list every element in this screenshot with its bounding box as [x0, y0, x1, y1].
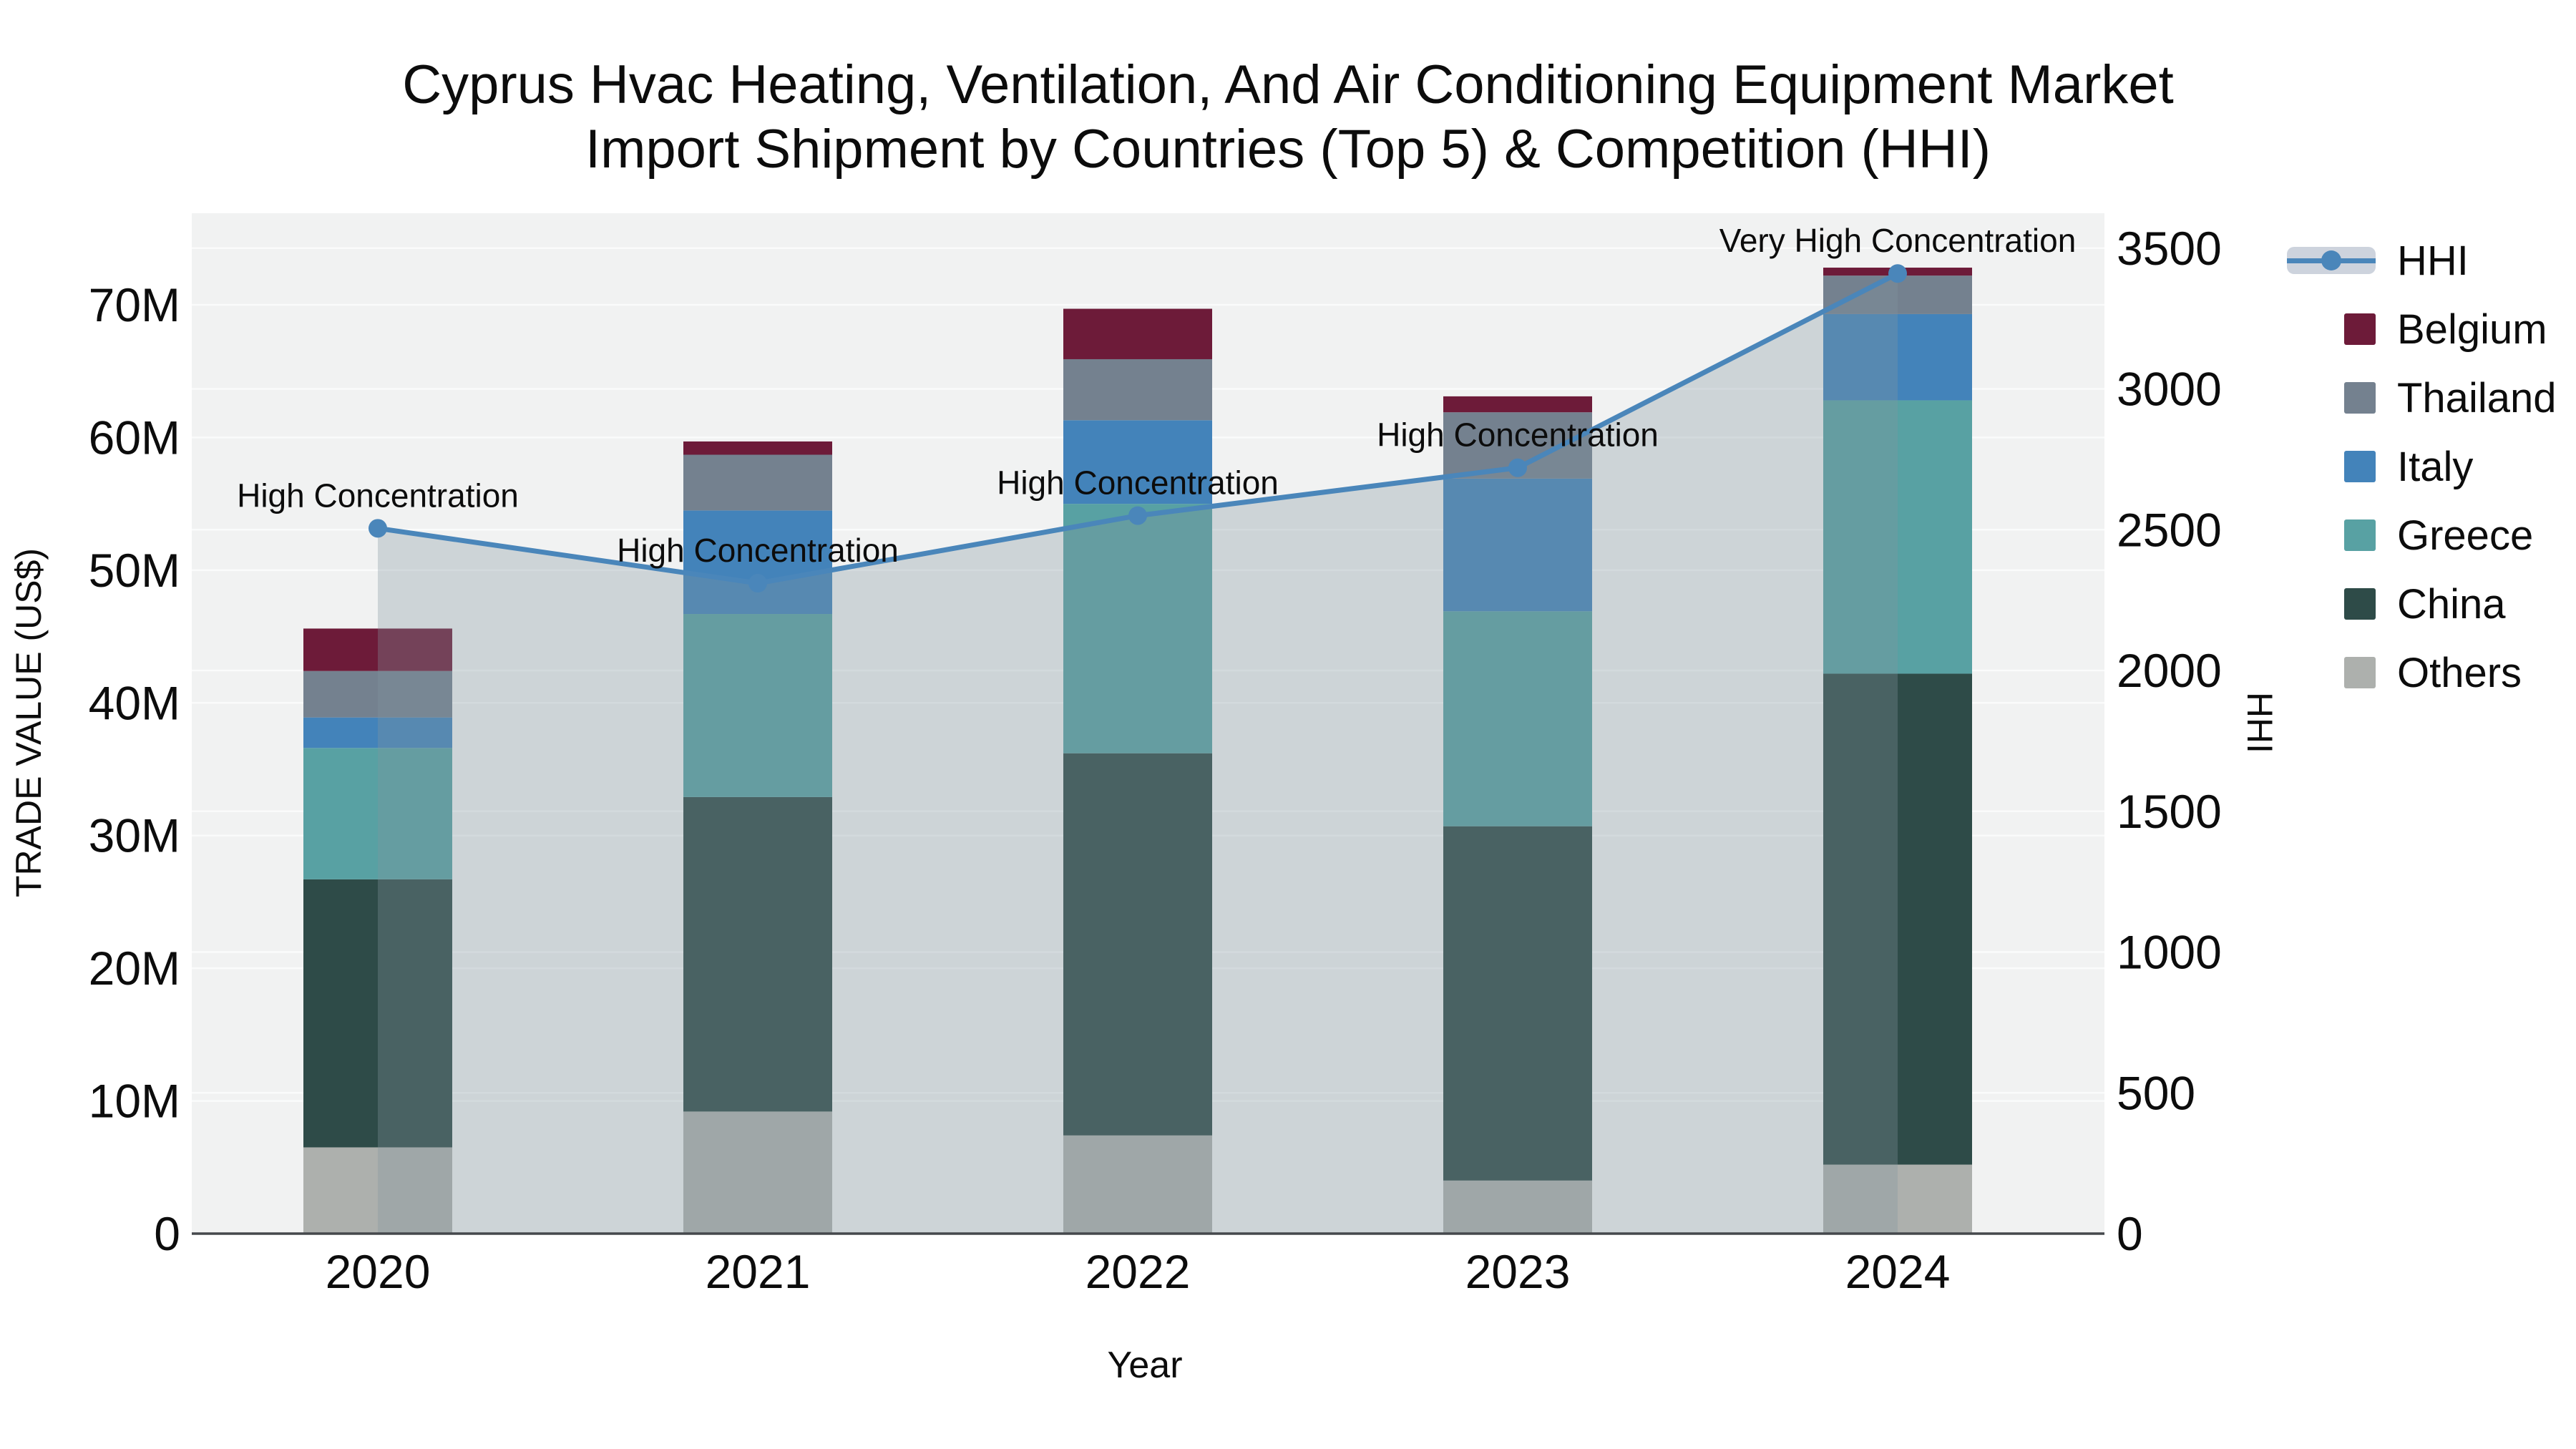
legend-label-italy: Italy: [2397, 443, 2474, 490]
thailand-swatch: [2344, 382, 2376, 414]
legend-sample-belgium: [2287, 313, 2376, 345]
annotation-2024: Very High Concentration: [1719, 222, 2077, 259]
bar-segment-china-2024[interactable]: [1823, 673, 1972, 1165]
hhi-marker-2024[interactable]: [1888, 264, 1907, 283]
bar-segment-thailand-2021[interactable]: [683, 454, 832, 511]
legend-item-hhi[interactable]: HHI: [2287, 226, 2556, 295]
belgium-swatch: [2344, 313, 2376, 345]
hhi-marker-2020[interactable]: [369, 519, 387, 538]
bar-segment-greece-2022[interactable]: [1063, 504, 1212, 753]
bar-segment-belgium-2022[interactable]: [1063, 308, 1212, 359]
bar-segment-italy-2023[interactable]: [1443, 478, 1592, 612]
bar-segment-belgium-2020[interactable]: [303, 628, 452, 671]
legend-label-belgium: Belgium: [2397, 306, 2547, 353]
bar-segment-greece-2020[interactable]: [303, 748, 452, 879]
chart-title-line2: Import Shipment by Countries (Top 5) & C…: [585, 119, 1991, 180]
y-right-tick-500: 500: [2117, 1066, 2195, 1119]
bar-segment-thailand-2020[interactable]: [303, 670, 452, 718]
bar-segment-china-2023[interactable]: [1443, 826, 1592, 1181]
legend-label-thailand: Thailand: [2397, 374, 2557, 421]
hhi-marker-2021[interactable]: [748, 574, 767, 593]
hhi-line-sample-marker: [2321, 250, 2341, 270]
y-left-tick-40M: 40M: [89, 676, 180, 729]
legend-item-greece[interactable]: Greece: [2287, 501, 2556, 570]
y-right-tick-0: 0: [2117, 1207, 2143, 1260]
bar-segment-italy-2021[interactable]: [683, 510, 832, 615]
others-swatch: [2344, 657, 2376, 688]
y-right-tick-1500: 1500: [2117, 785, 2222, 838]
legend: HHI Belgium Thailand Italy Greece China Others: [2287, 226, 2556, 707]
china-swatch: [2344, 588, 2376, 620]
hhi-line-swatch: [2287, 247, 2376, 274]
y-left-tick-70M: 70M: [89, 278, 180, 331]
legend-label-others: Others: [2397, 649, 2522, 696]
legend-label-china: China: [2397, 580, 2506, 628]
legend-sample-greece: [2287, 519, 2376, 551]
bar-segment-italy-2020[interactable]: [303, 717, 452, 748]
x-axis-title: Year: [1107, 1345, 1183, 1386]
legend-sample-china: [2287, 588, 2376, 620]
y-right-tick-3500: 3500: [2117, 222, 2222, 275]
hhi-marker-2023[interactable]: [1508, 458, 1527, 477]
legend-item-others[interactable]: Others: [2287, 638, 2556, 707]
y-left-tick-10M: 10M: [89, 1075, 180, 1128]
x-tick-2023: 2023: [1465, 1245, 1571, 1298]
y-right-tick-2500: 2500: [2117, 503, 2222, 556]
hhi-area: [378, 273, 1898, 1234]
y-left-tick-60M: 60M: [89, 411, 180, 464]
y-right-tick-2000: 2000: [2117, 644, 2222, 697]
chart-title-line1: Cyprus Hvac Heating, Ventilation, And Ai…: [402, 54, 2174, 115]
legend-item-belgium[interactable]: Belgium: [2287, 295, 2556, 364]
bar-segment-greece-2023[interactable]: [1443, 611, 1592, 826]
bar-segment-china-2021[interactable]: [683, 796, 832, 1112]
bar-segment-thailand-2022[interactable]: [1063, 358, 1212, 421]
bar-segment-others-2020[interactable]: [303, 1147, 452, 1234]
legend-sample-italy: [2287, 451, 2376, 482]
y-left-tick-30M: 30M: [89, 809, 180, 862]
bar-segment-others-2021[interactable]: [683, 1111, 832, 1234]
bar-segment-china-2022[interactable]: [1063, 753, 1212, 1136]
greece-swatch: [2344, 519, 2376, 551]
legend-sample-thailand: [2287, 382, 2376, 414]
bar-segment-belgium-2021[interactable]: [683, 441, 832, 455]
bar-segment-others-2022[interactable]: [1063, 1135, 1212, 1234]
legend-sample-others: [2287, 657, 2376, 688]
legend-item-italy[interactable]: Italy: [2287, 432, 2556, 501]
legend-item-thailand[interactable]: Thailand: [2287, 364, 2556, 432]
bar-segment-china-2020[interactable]: [303, 879, 452, 1148]
y-right-tick-1000: 1000: [2117, 926, 2222, 979]
chart-title: Cyprus Hvac Heating, Ventilation, And Ai…: [0, 53, 2576, 182]
y-left-tick-0: 0: [154, 1207, 180, 1260]
bar-segment-greece-2024[interactable]: [1823, 400, 1972, 674]
legend-label-hhi: HHI: [2397, 237, 2469, 284]
bar-segment-greece-2021[interactable]: [683, 614, 832, 797]
legend-sample-hhi: [2287, 247, 2376, 274]
x-tick-2021: 2021: [706, 1245, 811, 1298]
legend-item-china[interactable]: China: [2287, 570, 2556, 638]
y-left-tick-50M: 50M: [89, 544, 180, 597]
annotation-2020: High Concentration: [237, 477, 519, 514]
y-left-tick-20M: 20M: [89, 942, 180, 995]
bar-segment-italy-2022[interactable]: [1063, 420, 1212, 504]
bar-segment-belgium-2023[interactable]: [1443, 396, 1592, 413]
bar-segment-others-2023[interactable]: [1443, 1180, 1592, 1234]
bar-segment-others-2024[interactable]: [1823, 1164, 1972, 1234]
annotation-2023: High Concentration: [1377, 416, 1659, 454]
x-tick-2022: 2022: [1085, 1245, 1191, 1298]
y-axis-title-right: HHI: [2240, 691, 2280, 754]
x-tick-2020: 2020: [326, 1245, 431, 1298]
annotation-2022: High Concentration: [997, 464, 1279, 502]
annotation-2021: High Concentration: [617, 532, 899, 569]
x-tick-2024: 2024: [1845, 1245, 1951, 1298]
y-right-tick-3000: 3000: [2117, 363, 2222, 416]
y-axis-title-left: TRADE VALUE (US$): [9, 547, 49, 898]
legend-label-greece: Greece: [2397, 512, 2534, 559]
hhi-marker-2022[interactable]: [1128, 506, 1147, 525]
bar-segment-italy-2024[interactable]: [1823, 313, 1972, 401]
italy-swatch: [2344, 451, 2376, 482]
